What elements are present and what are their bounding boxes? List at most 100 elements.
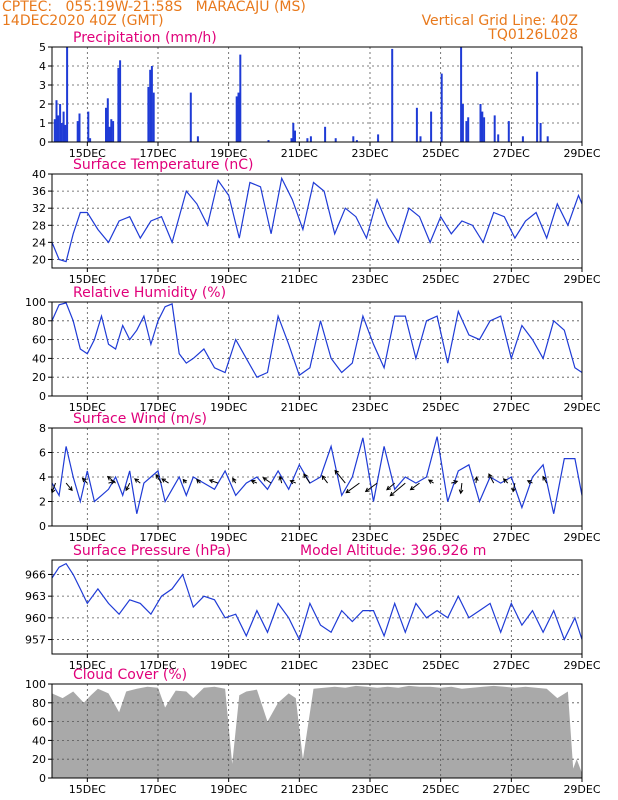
temp-line <box>51 176 583 263</box>
panel-frame <box>51 46 583 143</box>
precip-bar <box>419 136 422 142</box>
wind-vector-arrow <box>278 475 283 484</box>
panel-frame <box>51 427 583 527</box>
precip-bar <box>150 66 153 142</box>
wind-vector-arrow <box>386 482 396 491</box>
y-tick-label: 6 <box>39 447 46 460</box>
precip-bar <box>324 126 327 142</box>
precip-bar <box>267 140 270 142</box>
x-tick-label: 23DEC <box>351 401 388 414</box>
x-tick-label: 23DEC <box>351 273 388 286</box>
x-tick-label: 17DEC <box>139 401 176 414</box>
y-tick-label: 960 <box>25 612 46 625</box>
panel-pressure: Surface Pressure (hPa) Model Altitude: 39… <box>25 543 601 672</box>
x-tick-label: 15DEC <box>69 659 106 672</box>
precip-bar <box>507 121 510 142</box>
x-tick-label: 19DEC <box>210 273 247 286</box>
precip-bar <box>57 115 60 142</box>
precip-bar <box>539 123 542 142</box>
x-tick-label: 17DEC <box>139 273 176 286</box>
wind-vector-arrow <box>345 482 360 494</box>
x-tick-label: 21DEC <box>281 659 318 672</box>
precip-bar <box>110 119 113 142</box>
model-altitude-label: Model Altitude: 396.926 m <box>300 543 486 559</box>
precip-bar <box>460 47 463 142</box>
wind-vector-arrow <box>427 479 434 484</box>
y-tick-label: 0 <box>39 390 46 403</box>
wind-vector-arrow <box>182 478 188 484</box>
precip-bar <box>493 115 496 142</box>
wind-vector-arrow <box>262 477 272 484</box>
x-tick-label: 25DEC <box>422 273 459 286</box>
panel-title: Precipitation (mm/h) <box>73 30 217 46</box>
x-tick-label: 21DEC <box>281 273 318 286</box>
precip-bar <box>292 123 295 142</box>
x-tick-label: 17DEC <box>139 147 176 160</box>
panel-frame <box>51 683 583 779</box>
header-right-1: Vertical Grid Line: 40Z <box>421 13 578 29</box>
precip-bar <box>377 134 380 142</box>
y-tick-label: 0 <box>39 520 46 533</box>
wind-vector-arrow <box>107 475 116 484</box>
y-tick-label: 60 <box>32 334 46 347</box>
x-tick-label: 27DEC <box>493 147 530 160</box>
panel-title: Surface Temperature (nC) <box>73 157 254 173</box>
wind-vector-arrow <box>303 473 311 484</box>
x-tick-label: 21DEC <box>281 147 318 160</box>
wind-vector-arrow <box>334 469 346 484</box>
wind-vector-arrow <box>289 479 297 485</box>
x-tick-label: 15DEC <box>69 273 106 286</box>
x-tick-label: 19DEC <box>210 531 247 544</box>
wind-vector-arrow <box>526 480 533 485</box>
x-tick-label: 19DEC <box>210 401 247 414</box>
y-tick-label: 8 <box>39 422 46 435</box>
x-tick-label: 21DEC <box>281 401 318 414</box>
x-tick-label: 15DEC <box>69 147 106 160</box>
cloud-cover-area <box>52 685 582 778</box>
y-tick-label: 20 <box>32 371 46 384</box>
precip-bar <box>55 100 58 142</box>
precip-bar <box>465 121 468 142</box>
precip-bar <box>105 107 107 142</box>
x-tick-label: 17DEC <box>139 531 176 544</box>
precip-bar <box>294 130 296 142</box>
x-tick-label: 27DEC <box>493 659 530 672</box>
panel-wind: Surface Wind (m/s) 0 2 4 6 8 15DEC 17DEC 19DEC 21… <box>39 411 601 544</box>
x-tick-label: 29DEC <box>563 659 600 672</box>
y-tick-label: 5 <box>39 41 46 54</box>
wind-vector-arrow <box>542 475 548 484</box>
precip-bar <box>237 92 240 142</box>
x-tick-label: 19DEC <box>210 147 247 160</box>
precip-bar <box>89 138 92 142</box>
precip-bar <box>355 140 358 142</box>
precip-bar <box>59 104 62 142</box>
x-tick-label: 25DEC <box>422 147 459 160</box>
wind-vector-arrow <box>409 482 420 491</box>
wind-vector-arrow <box>208 479 219 484</box>
precip-bar <box>147 86 150 142</box>
wind-vector-arrow <box>389 482 406 497</box>
y-tick-label: 0 <box>39 772 46 785</box>
y-tick-label: 80 <box>32 697 46 710</box>
y-tick-label: 100 <box>25 678 46 691</box>
x-tick-label: 29DEC <box>563 147 600 160</box>
wind-line <box>51 436 583 514</box>
precip-bar <box>149 69 152 142</box>
precip-bar <box>536 71 539 142</box>
panel-frame <box>51 173 583 269</box>
y-tick-label: 100 <box>25 296 46 309</box>
precip-bar <box>196 136 199 142</box>
y-tick-label: 32 <box>32 202 46 215</box>
y-tick-label: 1 <box>39 117 46 130</box>
wind-vector-arrow <box>502 478 509 484</box>
x-tick-label: 21DEC <box>281 531 318 544</box>
wind-vector-arrow <box>155 473 162 484</box>
x-tick-label: 15DEC <box>69 401 106 414</box>
wind-vector-arrow <box>511 482 517 493</box>
x-tick-label: 25DEC <box>422 531 459 544</box>
x-tick-label: 27DEC <box>493 783 530 796</box>
precip-bar <box>189 92 192 142</box>
precip-bar <box>352 136 355 142</box>
precip-bar <box>306 138 309 142</box>
